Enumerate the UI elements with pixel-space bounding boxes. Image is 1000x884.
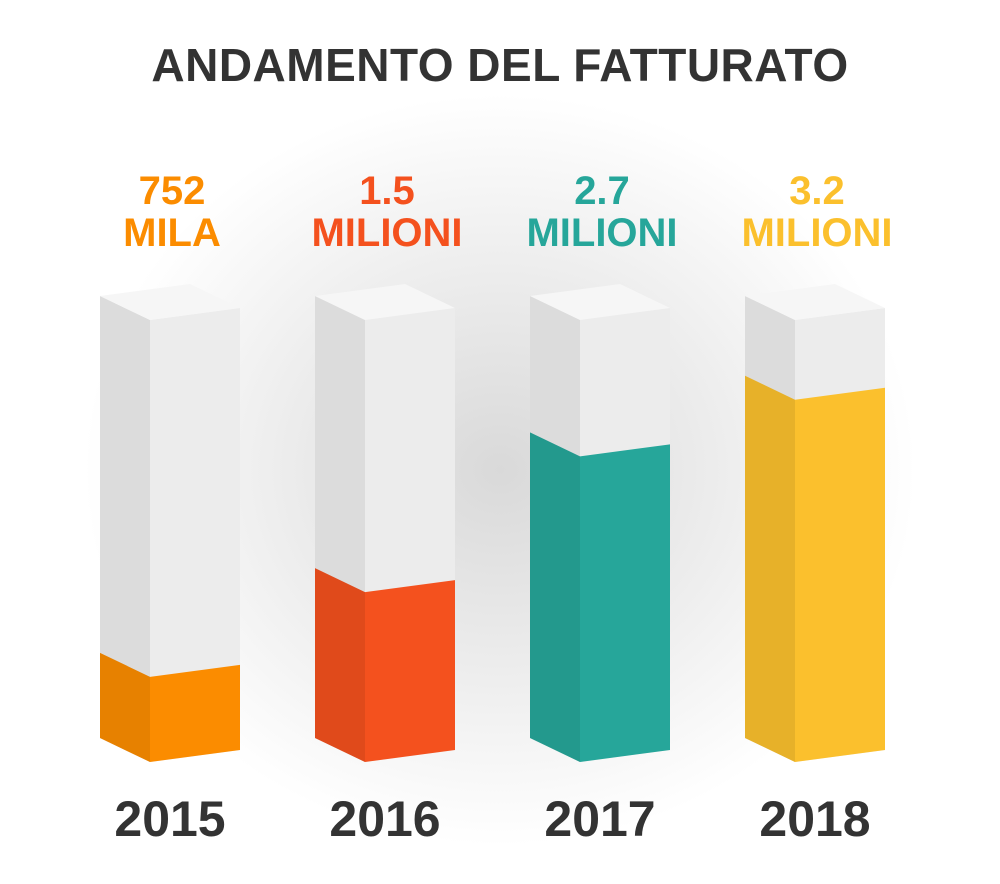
box-top — [315, 284, 455, 320]
bar-side-shade — [530, 432, 580, 762]
box-top — [745, 284, 885, 320]
bar — [365, 580, 455, 762]
bar — [150, 664, 240, 762]
bar-side-shade — [745, 375, 795, 762]
value-label: 2.7 MILIONI — [526, 169, 678, 255]
box-front — [150, 308, 240, 762]
box-left — [100, 296, 150, 762]
x-tick-label: 2017 — [544, 791, 656, 847]
bar-side — [745, 375, 795, 762]
bar-side — [100, 652, 150, 762]
bar — [580, 444, 670, 762]
x-tick-label: 2018 — [759, 791, 871, 847]
x-tick-label: 2016 — [329, 791, 441, 847]
bar — [795, 387, 885, 762]
x-tick-label: 2015 — [114, 791, 226, 847]
bar-side-shade — [100, 652, 150, 762]
bar-side-shade — [315, 568, 365, 762]
value-label: 3.2 MILIONI — [741, 169, 893, 255]
value-label: 752 MILA — [123, 169, 221, 255]
box-top — [100, 284, 240, 320]
chart-title: ANDAMENTO DEL FATTURATO — [151, 39, 849, 91]
bar-side — [315, 568, 365, 762]
value-label: 1.5 MILIONI — [311, 169, 463, 255]
box-top — [530, 284, 670, 320]
bar-side — [530, 432, 580, 762]
